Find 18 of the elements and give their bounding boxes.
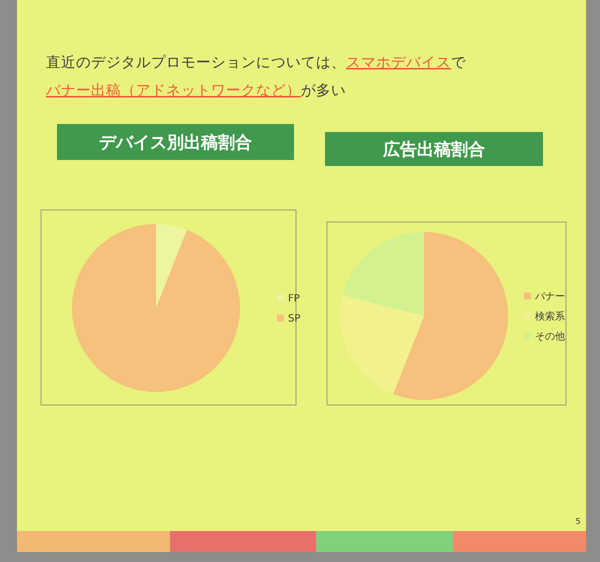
- legend-label: 検索系: [535, 310, 565, 322]
- text: 直近のデジタルプロモーションについては、: [46, 54, 346, 71]
- pie-slice: [72, 224, 240, 392]
- pie-slice: [340, 295, 424, 394]
- pie-slice: [393, 232, 508, 400]
- pie-slice: [342, 232, 424, 316]
- pie-slice: [156, 224, 187, 308]
- text: 5: [575, 517, 581, 526]
- text: が多い: [301, 82, 346, 99]
- legend-label: その他: [535, 330, 565, 342]
- text: で: [451, 55, 467, 71]
- chart-title: デバイス別出稿割合: [99, 132, 252, 153]
- chart-title: 広告出稿割合: [382, 140, 485, 160]
- legend-label: バナー: [534, 292, 565, 302]
- text: バナー出稿（アドネットワークなど）: [45, 82, 301, 99]
- text: スマホデバイス: [346, 55, 451, 71]
- legend-label: FP: [288, 294, 300, 304]
- legend-label: SP: [288, 314, 300, 324]
